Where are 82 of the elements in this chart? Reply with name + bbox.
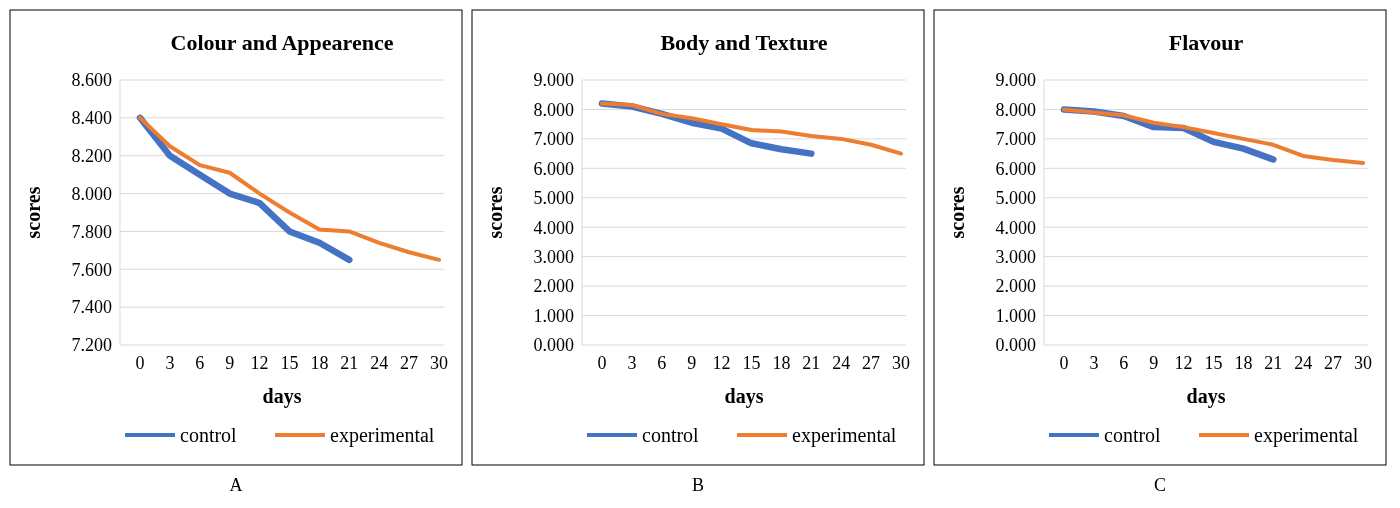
x-tick-label: 6 [195, 353, 205, 373]
x-tick-label: 12 [712, 353, 731, 373]
y-tick-label: 5.000 [995, 188, 1036, 209]
x-tick-label: 24 [370, 353, 389, 373]
legend-label: control [642, 424, 700, 446]
y-tick-label: 2.000 [995, 276, 1036, 297]
y-tick-label: 6.000 [995, 158, 1036, 179]
x-tick-label: 27 [1324, 353, 1343, 373]
x-tick-label: 30 [892, 353, 910, 373]
x-axis-title: days [1186, 385, 1226, 408]
y-tick-label: 2.000 [533, 276, 574, 297]
legend-label: control [180, 424, 238, 446]
x-tick-label: 21 [340, 353, 359, 373]
y-tick-label: 8.000 [995, 99, 1036, 120]
y-axis-title: scores [484, 186, 506, 239]
y-axis-title: scores [22, 186, 44, 239]
x-tick-label: 0 [1059, 353, 1069, 373]
line-series [600, 101, 903, 156]
chart-title: Colour and Appearence [170, 30, 394, 55]
y-tick-label: 7.600 [71, 259, 112, 280]
y-tick-label: 8.200 [71, 146, 112, 167]
x-tick-label: 3 [627, 353, 637, 373]
x-tick-label: 24 [1294, 353, 1313, 373]
legend-label: experimental [330, 424, 435, 447]
x-tick-label: 3 [1089, 353, 1099, 373]
y-tick-label: 8.000 [71, 183, 112, 204]
y-axis-title: scores [946, 186, 968, 239]
line-series [1062, 107, 1365, 166]
y-tick-label: 1.000 [995, 305, 1036, 326]
y-tick-label: 3.000 [995, 246, 1036, 267]
y-tick-label: 7.800 [71, 221, 112, 242]
text: A [229, 475, 243, 495]
y-tick-label: 7.400 [71, 297, 112, 318]
x-tick-label: 30 [1354, 353, 1372, 373]
chart-title: Body and Texture [660, 30, 828, 55]
x-tick-label: 15 [742, 353, 761, 373]
y-tick-label: 5.000 [533, 188, 574, 209]
y-tick-label: 7.000 [995, 129, 1036, 150]
y-tick-label: 8.400 [71, 108, 112, 129]
x-tick-label: 24 [832, 353, 851, 373]
y-tick-label: 9.000 [533, 70, 574, 91]
legend-label: experimental [792, 424, 897, 447]
x-tick-label: 6 [1119, 353, 1129, 373]
x-tick-label: 18 [772, 353, 791, 373]
x-tick-label: 6 [657, 353, 667, 373]
x-tick-label: 30 [430, 353, 448, 373]
y-tick-label: 4.000 [533, 217, 574, 238]
x-tick-label: 9 [1149, 353, 1159, 373]
x-tick-label: 18 [310, 353, 329, 373]
x-tick-label: 12 [1174, 353, 1193, 373]
x-tick-label: 0 [597, 353, 607, 373]
y-tick-label: 8.600 [71, 70, 112, 91]
y-tick-label: 8.000 [533, 99, 574, 120]
y-tick-label: 3.000 [533, 246, 574, 267]
y-tick-label: 9.000 [995, 70, 1036, 91]
y-tick-label: 1.000 [533, 305, 574, 326]
x-tick-label: 3 [165, 353, 175, 373]
x-tick-label: 21 [1264, 353, 1283, 373]
x-tick-label: 15 [280, 353, 299, 373]
line-series [138, 115, 441, 262]
y-tick-label: 7.000 [533, 129, 574, 150]
x-tick-label: 15 [1204, 353, 1223, 373]
x-tick-label: 27 [862, 353, 881, 373]
x-tick-label: 9 [225, 353, 235, 373]
legend-label: experimental [1254, 424, 1359, 447]
y-tick-label: 7.200 [71, 335, 112, 356]
y-tick-label: 0.000 [533, 335, 574, 356]
y-tick-label: 4.000 [995, 217, 1036, 238]
x-tick-label: 18 [1234, 353, 1253, 373]
x-axis-title: days [262, 385, 302, 408]
x-tick-label: 21 [802, 353, 821, 373]
x-tick-label: 12 [250, 353, 269, 373]
chart-title: Flavour [1168, 30, 1244, 55]
y-tick-label: 0.000 [995, 335, 1036, 356]
x-axis-title: days [724, 385, 764, 408]
x-tick-label: 9 [687, 353, 697, 373]
text: C [1153, 475, 1167, 495]
x-tick-label: 27 [400, 353, 419, 373]
legend-label: control [1104, 424, 1162, 446]
x-tick-label: 0 [135, 353, 145, 373]
text: B [691, 475, 705, 495]
y-tick-label: 6.000 [533, 158, 574, 179]
